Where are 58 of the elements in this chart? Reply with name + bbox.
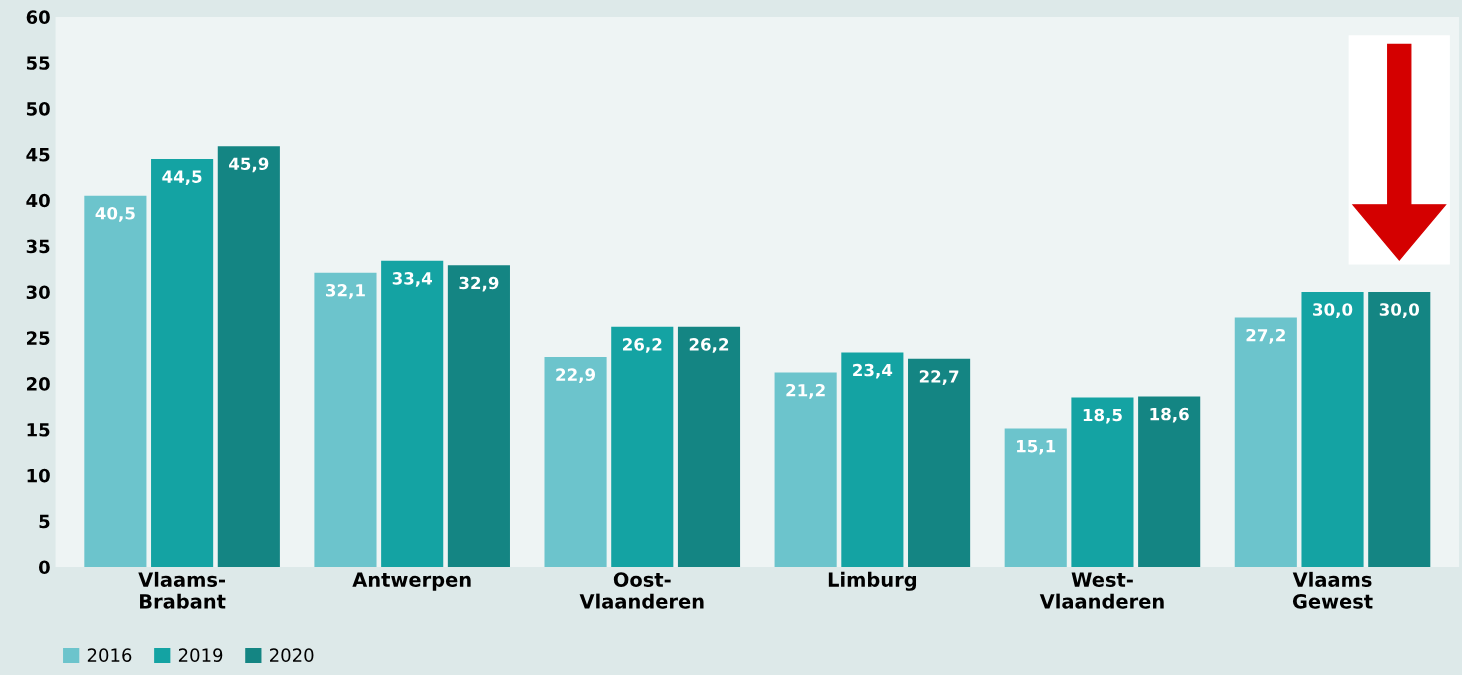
bar (774, 372, 837, 567)
data-label: 23,4 (853, 363, 893, 379)
bar (677, 326, 741, 567)
bar (1301, 291, 1364, 567)
y-tick-label: 15 (27, 423, 50, 437)
y-tick-label: 35 (26, 239, 50, 254)
y-tick-label: 60 (26, 10, 50, 24)
data-label: 40,5 (95, 206, 135, 222)
legend-label: 2020 (270, 648, 314, 662)
y-tick-label: 55 (26, 56, 50, 70)
bar (217, 146, 280, 567)
y-tick-label: 30 (26, 285, 50, 300)
x-tick-label: West- Vlaanderen (1039, 572, 1164, 609)
bar (1004, 428, 1067, 567)
data-label: 30,0 (1313, 303, 1353, 318)
y-tick-label: 0 (39, 560, 50, 575)
bar (611, 326, 674, 567)
x-tick-label: Antwerpen (352, 572, 471, 591)
data-label: 44,5 (162, 170, 202, 186)
y-tick-label: 25 (27, 331, 50, 345)
data-label: 32,9 (459, 276, 499, 292)
data-label: 32,1 (326, 283, 365, 299)
bar (151, 158, 214, 567)
y-tick-label: 10 (27, 468, 50, 483)
data-label: 18,5 (1083, 408, 1122, 424)
bar (1071, 397, 1134, 567)
x-tick-label: Vlaams- Brabant (138, 571, 226, 609)
data-label: 21,2 (786, 383, 825, 399)
x-tick-label: Oost- Vlaanderen (579, 572, 704, 609)
data-label: 22,7 (919, 370, 959, 385)
data-label: 18,6 (1150, 407, 1189, 423)
legend-label: 2019 (178, 648, 223, 662)
bar (84, 195, 147, 567)
bar (314, 272, 377, 567)
bar (1368, 291, 1431, 567)
y-tick-label: 45 (26, 148, 50, 162)
x-tick-label: Limburg (828, 571, 917, 591)
bar (908, 358, 971, 567)
data-label: 27,2 (1246, 328, 1285, 344)
bar (841, 352, 904, 567)
data-label: 30,0 (1379, 303, 1420, 318)
y-tick-label: 20 (27, 377, 50, 391)
bar (447, 265, 510, 567)
y-tick-label: 50 (26, 102, 50, 116)
data-label: 33,4 (392, 272, 432, 287)
bar (381, 260, 444, 567)
data-label: 45,9 (229, 157, 269, 173)
data-label: 26,2 (623, 338, 662, 353)
bar (544, 357, 607, 567)
data-label: 22,9 (556, 368, 596, 384)
bar (1234, 317, 1297, 567)
y-tick-label: 40 (26, 193, 50, 208)
x-tick-label: Vlaams Gewest (1292, 571, 1373, 609)
y-tick-label: 5 (39, 514, 50, 529)
legend-label: 2016 (87, 648, 132, 662)
bar (1138, 396, 1201, 567)
data-label: 15,1 (1017, 440, 1056, 455)
data-label: 26,2 (689, 338, 729, 353)
